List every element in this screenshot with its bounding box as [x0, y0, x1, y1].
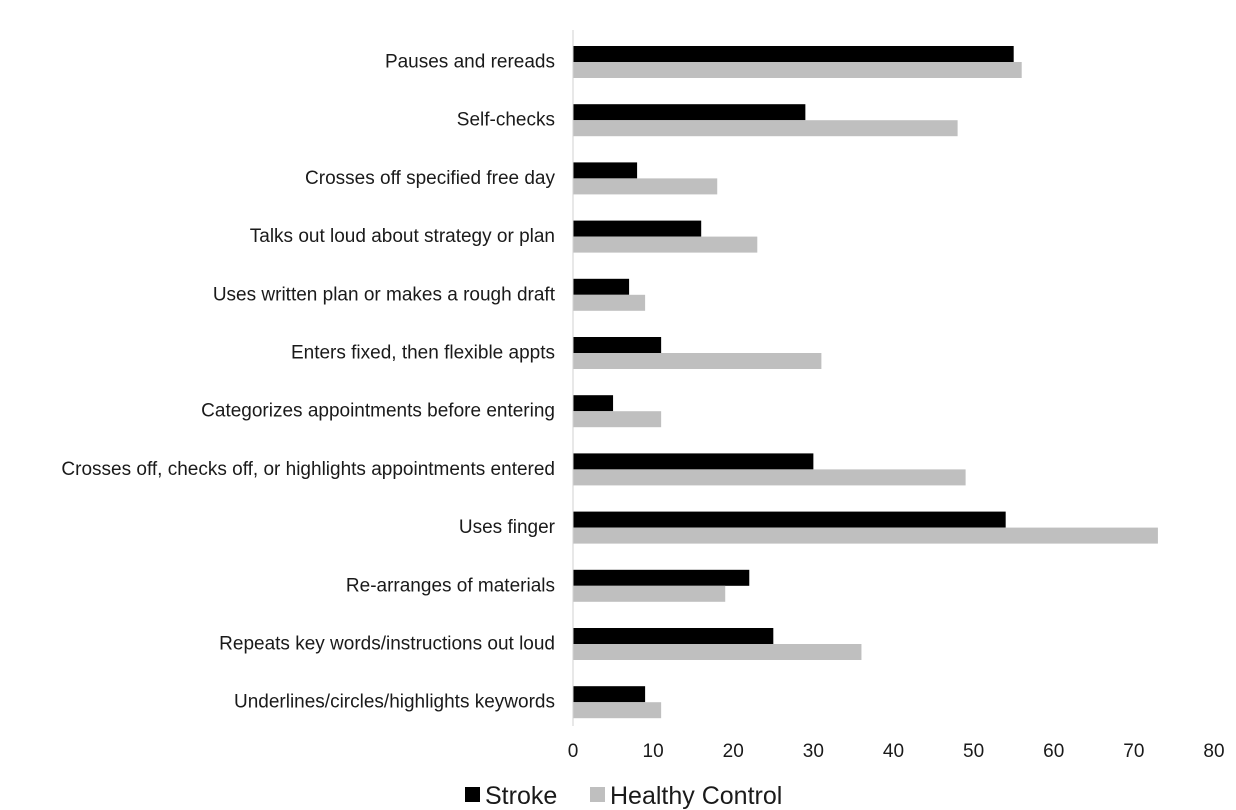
- category-label: Talks out loud about strategy or plan: [250, 226, 555, 247]
- category-label: Re-arranges of materials: [346, 575, 555, 596]
- legend-swatch-stroke: [465, 787, 480, 802]
- category-label: Self-checks: [457, 110, 555, 131]
- bar-stroke-7: [573, 453, 814, 470]
- x-tick-label: 10: [643, 741, 664, 762]
- x-tick-label: 60: [1043, 741, 1064, 762]
- bar-healthy-control-2: [573, 178, 718, 195]
- bar-healthy-control-3: [573, 236, 758, 253]
- x-tick-label: 40: [883, 741, 904, 762]
- category-label: Enters fixed, then flexible appts: [291, 343, 555, 364]
- category-label: Crosses off specified free day: [305, 168, 555, 189]
- bar-stroke-4: [573, 278, 630, 295]
- category-label: Repeats key words/instructions out loud: [219, 634, 555, 655]
- category-label: Pauses and rereads: [385, 52, 555, 73]
- legend-swatch-healthy-control: [590, 787, 605, 802]
- bar-stroke-3: [573, 220, 702, 237]
- bar-healthy-control-5: [573, 353, 822, 369]
- bar-stroke-5: [573, 337, 662, 353]
- x-tick-label: 50: [963, 741, 984, 762]
- bar-healthy-control-0: [573, 62, 1022, 78]
- legend: Stroke Healthy Control: [465, 782, 782, 810]
- bar-stroke-8: [573, 511, 1006, 528]
- bars-group: [573, 46, 1158, 719]
- bar-stroke-6: [573, 395, 614, 412]
- bar-healthy-control-4: [573, 294, 646, 311]
- category-label: Underlines/circles/highlights keywords: [234, 692, 555, 713]
- bar-healthy-control-6: [573, 411, 662, 428]
- legend-label-stroke: Stroke: [485, 782, 557, 810]
- category-label: Categorizes appointments before entering: [201, 401, 555, 422]
- category-labels: Pauses and rereads Self-checks Crosses off…: [61, 52, 555, 713]
- bar-stroke-1: [573, 104, 806, 121]
- bar-healthy-control-8: [573, 527, 1158, 544]
- x-tick-label: 30: [803, 741, 824, 762]
- bar-stroke-11: [573, 686, 646, 703]
- x-tick-label: 80: [1203, 741, 1224, 762]
- category-label: Uses finger: [459, 517, 556, 538]
- bar-stroke-9: [573, 569, 750, 586]
- bar-healthy-control-9: [573, 585, 726, 602]
- x-tick-label: 20: [723, 741, 744, 762]
- category-label: Uses written plan or makes a rough draft: [213, 284, 556, 305]
- bar-healthy-control-1: [573, 120, 958, 137]
- bar-healthy-control-11: [573, 702, 662, 719]
- bar-healthy-control-10: [573, 644, 862, 660]
- bar-stroke-0: [573, 46, 1014, 62]
- category-label: Crosses off, checks off, or highlights a…: [61, 459, 555, 480]
- bar-stroke-10: [573, 628, 774, 644]
- bar-stroke-2: [573, 162, 638, 179]
- bar-healthy-control-7: [573, 469, 966, 486]
- x-tick-labels: 0 10 20 30 40 50 60 70 80: [568, 741, 1225, 762]
- legend-label-healthy-control: Healthy Control: [610, 782, 782, 810]
- x-tick-label: 70: [1123, 741, 1144, 762]
- x-tick-label: 0: [568, 741, 579, 762]
